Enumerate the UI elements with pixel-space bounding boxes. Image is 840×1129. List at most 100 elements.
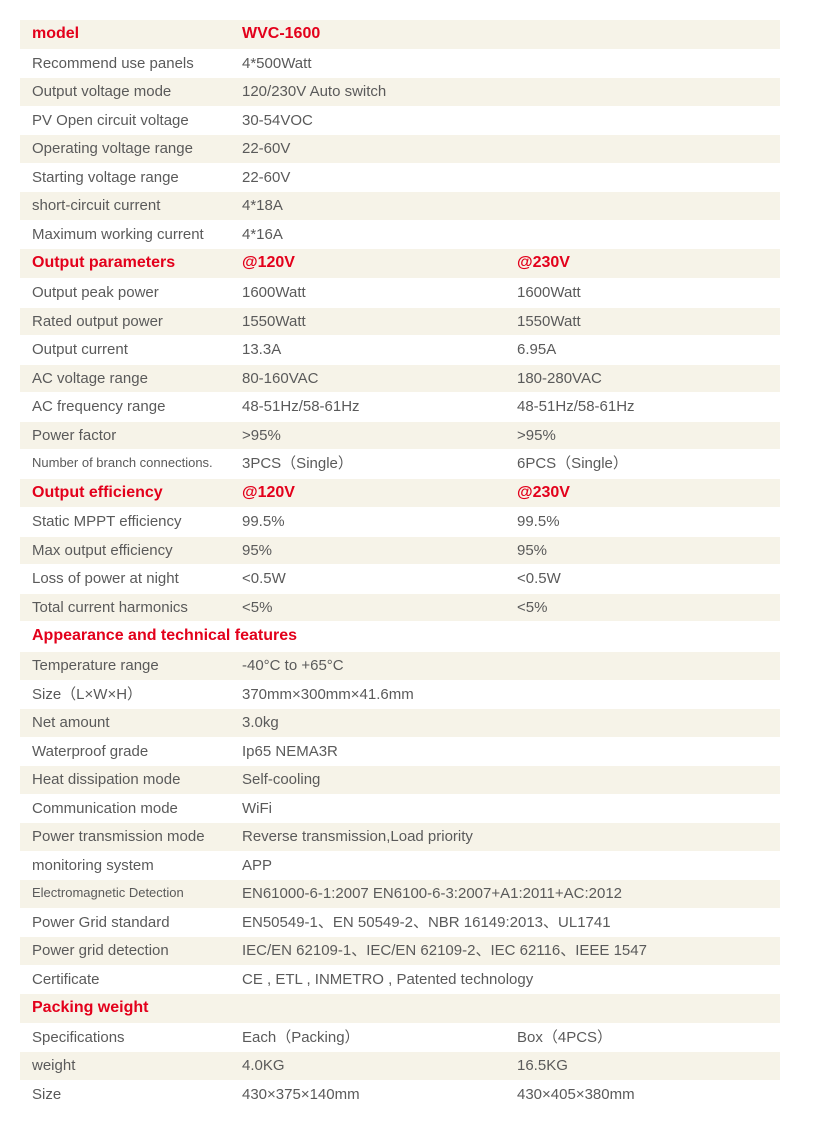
spec-value: 4.0KG xyxy=(230,1052,505,1080)
spec-value: <0.5W xyxy=(230,565,505,593)
spec-label: Rated output power xyxy=(20,308,230,336)
spec-value: @230V xyxy=(505,249,780,278)
spec-label: Maximum working current xyxy=(20,221,230,249)
spec-row: Static MPPT efficiency99.5%99.5% xyxy=(20,508,780,537)
spec-sheet: modelWVC-1600Recommend use panels4*500Wa… xyxy=(0,0,840,1129)
spec-row: Maximum working current4*16A xyxy=(20,221,780,250)
spec-row: Power factor>95%>95% xyxy=(20,422,780,451)
spec-value: >95% xyxy=(505,422,780,450)
spec-value: 6PCS（Single） xyxy=(505,450,780,478)
spec-label: Loss of power at night xyxy=(20,565,230,593)
spec-row: Waterproof gradeIp65 NEMA3R xyxy=(20,738,780,767)
spec-value: 99.5% xyxy=(230,508,505,536)
spec-row: Heat dissipation modeSelf-cooling xyxy=(20,766,780,795)
section-header: Appearance and technical features xyxy=(20,622,780,651)
spec-value: 370mm×300mm×41.6mm xyxy=(230,681,780,709)
spec-label: Static MPPT efficiency xyxy=(20,508,230,536)
spec-row: Recommend use panels4*500Watt xyxy=(20,50,780,79)
spec-label: AC frequency range xyxy=(20,393,230,421)
spec-value: 95% xyxy=(505,537,780,565)
spec-label: Power factor xyxy=(20,422,230,450)
spec-row: Communication modeWiFi xyxy=(20,795,780,824)
spec-row: Output peak power1600Watt1600Watt xyxy=(20,279,780,308)
spec-row: Size（L×W×H）370mm×300mm×41.6mm xyxy=(20,681,780,710)
spec-value: 80-160VAC xyxy=(230,365,505,393)
spec-value: EN61000-6-1:2007 EN6100-6-3:2007+A1:2011… xyxy=(230,880,780,908)
spec-value: 4*500Watt xyxy=(230,50,780,78)
spec-value: 4*18A xyxy=(230,192,780,220)
spec-value: 4*16A xyxy=(230,221,780,249)
spec-value: 16.5KG xyxy=(505,1052,780,1080)
spec-row: Power grid detectionIEC/EN 62109-1、IEC/E… xyxy=(20,937,780,966)
spec-row: Electromagnetic DetectionEN61000-6-1:200… xyxy=(20,880,780,909)
spec-label: Number of branch connections. xyxy=(20,451,230,476)
spec-row: Output parameters@120V@230V xyxy=(20,249,780,279)
spec-value: 30-54VOC xyxy=(230,107,780,135)
spec-row: PV Open circuit voltage30-54VOC xyxy=(20,107,780,136)
spec-label: PV Open circuit voltage xyxy=(20,107,230,135)
spec-value: >95% xyxy=(230,422,505,450)
spec-row: AC voltage range80-160VAC180-280VAC xyxy=(20,365,780,394)
spec-value: APP xyxy=(230,852,780,880)
spec-row: Power transmission modeReverse transmiss… xyxy=(20,823,780,852)
spec-value: 3.0kg xyxy=(230,709,780,737)
spec-row: Rated output power1550Watt1550Watt xyxy=(20,308,780,337)
spec-row: SpecificationsEach（Packing）Box（4PCS） xyxy=(20,1024,780,1053)
spec-label: Power Grid standard xyxy=(20,909,230,937)
spec-row: AC frequency range48-51Hz/58-61Hz48-51Hz… xyxy=(20,393,780,422)
spec-label: Electromagnetic Detection xyxy=(20,881,230,906)
spec-label: Size（L×W×H） xyxy=(20,681,230,709)
spec-row: monitoring systemAPP xyxy=(20,852,780,881)
spec-value: CE , ETL , INMETRO , Patented technology xyxy=(230,966,780,994)
spec-value: Reverse transmission,Load priority xyxy=(230,823,780,851)
spec-label: Power grid detection xyxy=(20,937,230,965)
spec-row: Operating voltage range22-60V xyxy=(20,135,780,164)
spec-label: Temperature range xyxy=(20,652,230,680)
spec-row: Number of branch connections.3PCS（Single… xyxy=(20,450,780,479)
spec-value: 13.3A xyxy=(230,336,505,364)
spec-label: weight xyxy=(20,1052,230,1080)
spec-value: 1600Watt xyxy=(230,279,505,307)
spec-value: 430×375×140mm xyxy=(230,1081,505,1109)
spec-label: Recommend use panels xyxy=(20,50,230,78)
spec-label: Size xyxy=(20,1081,230,1109)
spec-value: @120V xyxy=(230,479,505,508)
spec-value: 1550Watt xyxy=(230,308,505,336)
spec-value: 120/230V Auto switch xyxy=(230,78,780,106)
spec-row: weight4.0KG16.5KG xyxy=(20,1052,780,1081)
spec-value: WVC-1600 xyxy=(230,20,780,49)
spec-label: Output voltage mode xyxy=(20,78,230,106)
spec-row: Net amount3.0kg xyxy=(20,709,780,738)
section-header: Output parameters xyxy=(20,249,230,278)
spec-value: 22-60V xyxy=(230,164,780,192)
spec-value: <5% xyxy=(505,594,780,622)
spec-value: EN50549-1、EN 50549-2、NBR 16149:2013、UL17… xyxy=(230,909,780,937)
spec-label: Power transmission mode xyxy=(20,823,230,851)
spec-label: short-circuit current xyxy=(20,192,230,220)
spec-value: Each（Packing） xyxy=(230,1024,505,1052)
spec-row: Size430×375×140mm430×405×380mm xyxy=(20,1081,780,1110)
spec-label: Certificate xyxy=(20,966,230,994)
spec-value: @120V xyxy=(230,249,505,278)
spec-value: 48-51Hz/58-61Hz xyxy=(230,393,505,421)
spec-label: monitoring system xyxy=(20,852,230,880)
section-header: Output efficiency xyxy=(20,479,230,508)
spec-value: 99.5% xyxy=(505,508,780,536)
spec-row: Output voltage mode120/230V Auto switch xyxy=(20,78,780,107)
spec-row: Max output efficiency95%95% xyxy=(20,537,780,566)
spec-label: AC voltage range xyxy=(20,365,230,393)
spec-value: <0.5W xyxy=(505,565,780,593)
spec-value: Ip65 NEMA3R xyxy=(230,738,780,766)
spec-row: short-circuit current4*18A xyxy=(20,192,780,221)
spec-value: Box（4PCS） xyxy=(505,1024,780,1052)
spec-value: 430×405×380mm xyxy=(505,1081,780,1109)
spec-value: 22-60V xyxy=(230,135,780,163)
spec-value: Self-cooling xyxy=(230,766,780,794)
spec-label: Heat dissipation mode xyxy=(20,766,230,794)
spec-value: IEC/EN 62109-1、IEC/EN 62109-2、IEC 62116、… xyxy=(230,937,780,965)
spec-label: Output current xyxy=(20,336,230,364)
spec-value: 95% xyxy=(230,537,505,565)
section-header: model xyxy=(20,20,230,49)
spec-label: Total current harmonics xyxy=(20,594,230,622)
spec-value: 1600Watt xyxy=(505,279,780,307)
